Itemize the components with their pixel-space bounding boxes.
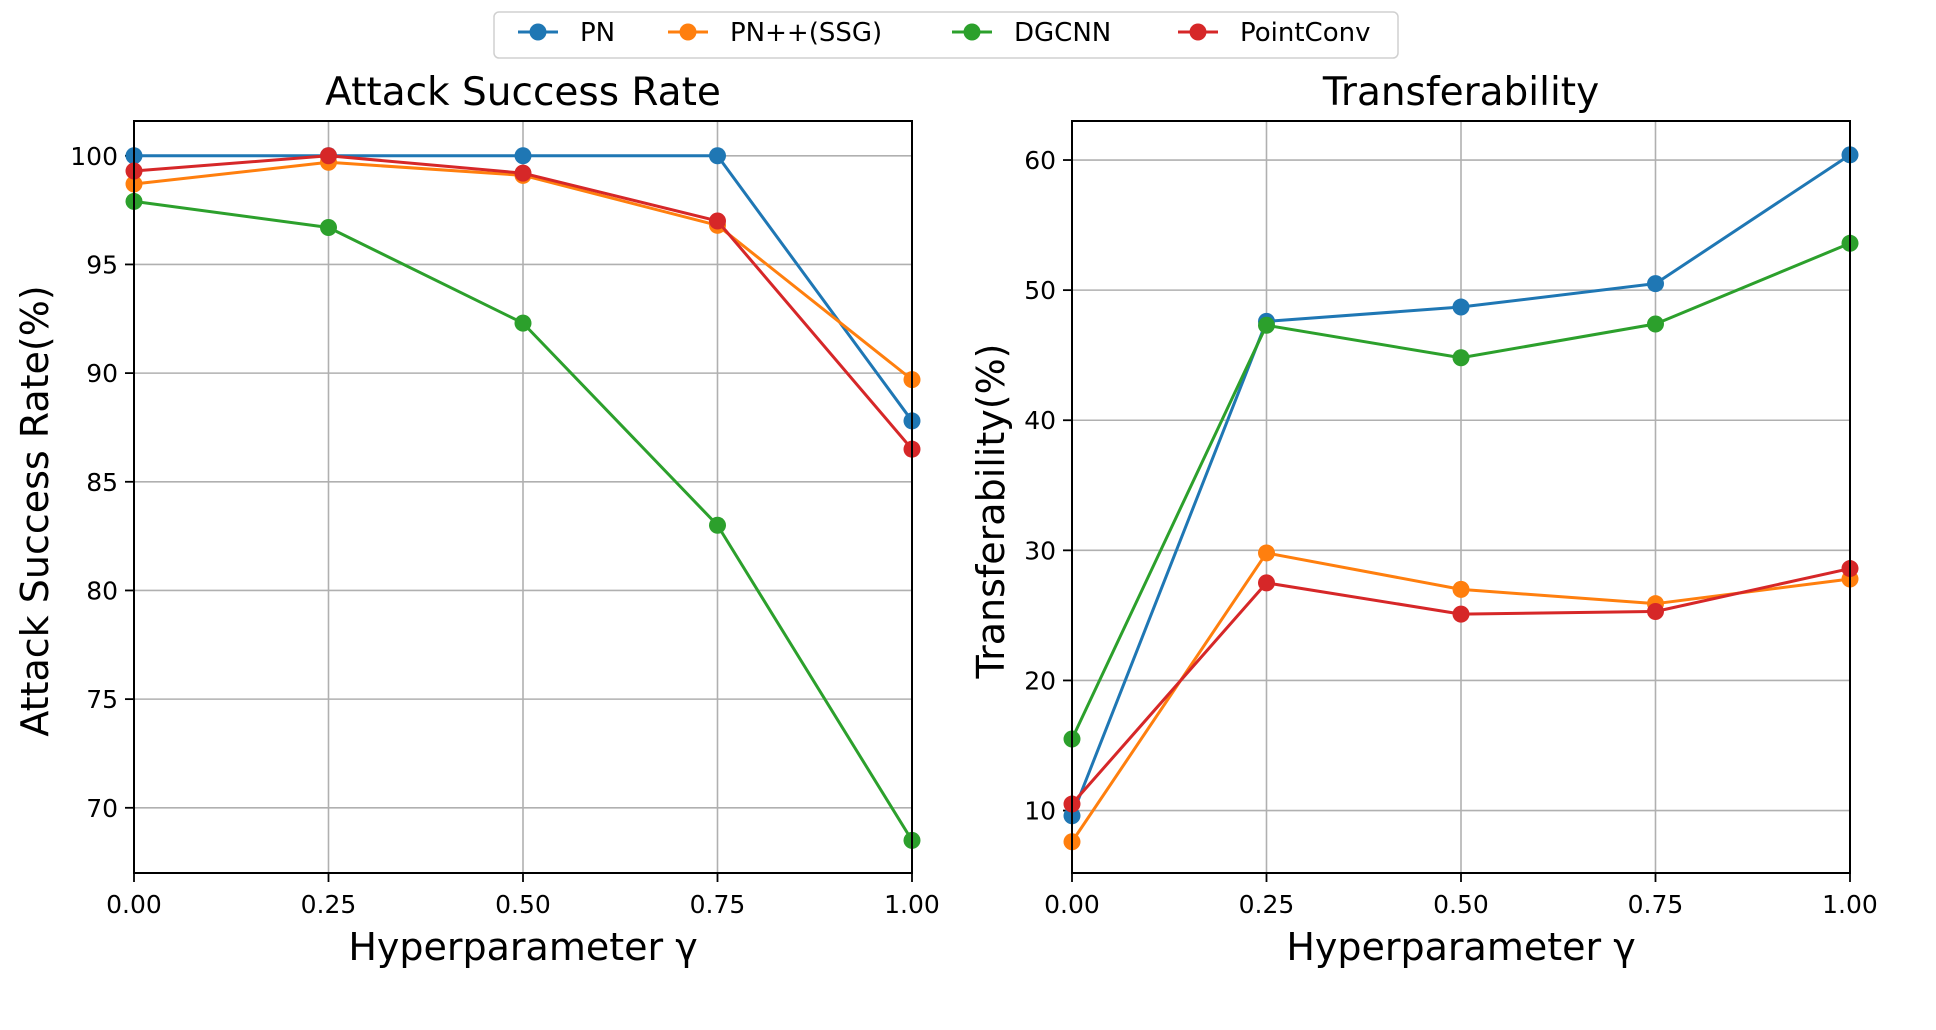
y-tick-label-100: 100 xyxy=(70,142,118,171)
y-tick-label-50: 50 xyxy=(1024,276,1056,305)
plot-frame xyxy=(133,120,913,874)
x-tick-label-3: 0.75 xyxy=(1628,890,1684,919)
y-axis-label: Attack Success Rate(%) xyxy=(13,285,57,736)
point-pn-3 xyxy=(709,147,726,165)
legend-label-dgcnn: DGCNN xyxy=(1014,18,1111,48)
y-tick-label-90: 90 xyxy=(86,359,118,388)
point-dgcnn-2 xyxy=(514,314,532,332)
y-tick-label-80: 80 xyxy=(86,576,118,605)
transferability-chart: 0.00 0.25 0.50 0.75 1.00 10 20 30 40 50 60 Transfer… xyxy=(969,70,1878,969)
x-tick-label-1: 0.25 xyxy=(1239,890,1295,919)
chart-title: Attack Success Rate xyxy=(325,70,721,115)
x-tick-label-0: 0.00 xyxy=(106,890,162,919)
grid xyxy=(133,121,913,873)
point-pointconv-3 xyxy=(1647,602,1664,620)
point-pn-2 xyxy=(514,147,532,165)
plot-frame xyxy=(1071,120,1851,874)
series-pointconv xyxy=(125,147,921,458)
point-pointconv-1 xyxy=(1258,574,1275,592)
point-pn-2 xyxy=(1452,298,1470,316)
x-tick-label-2: 0.50 xyxy=(1433,890,1489,919)
point-pointconv-1 xyxy=(320,147,337,165)
y-tick-label-20: 20 xyxy=(1024,666,1056,695)
point-pointconv-2 xyxy=(1452,605,1470,623)
chart-title: Transferability xyxy=(1322,70,1599,115)
y-tick-label-75: 75 xyxy=(86,685,118,714)
legend-entry-pn: PN xyxy=(518,18,615,48)
legend-label-pointconv: PointConv xyxy=(1240,18,1370,48)
point-dgcnn-3 xyxy=(1647,315,1664,333)
legend-marker-pn-ssg xyxy=(679,23,697,41)
y-tick-label-10: 10 xyxy=(1024,797,1056,826)
legend-entry-pointconv: PointConv xyxy=(1178,18,1370,48)
y-tick-label-60: 60 xyxy=(1024,146,1056,175)
x-tick-label-2: 0.50 xyxy=(495,890,551,919)
y-axis-label: Transferability(%) xyxy=(969,343,1013,679)
point-pn-ssg-1 xyxy=(1258,544,1275,562)
legend-marker-pointconv xyxy=(1189,23,1207,41)
x-axis-label: Hyperparameter γ xyxy=(348,925,697,969)
x-axis-label: Hyperparameter γ xyxy=(1286,925,1635,969)
legend-frame xyxy=(493,11,1399,59)
y-tick-label-30: 30 xyxy=(1024,536,1056,565)
legend-entry-pn-ssg: PN++(SSG) xyxy=(668,18,882,48)
x-tick-label-4: 1.00 xyxy=(884,890,940,919)
y-tick-label-95: 95 xyxy=(86,250,118,279)
x-tick-label-3: 0.75 xyxy=(690,890,746,919)
legend-label-pn: PN xyxy=(580,18,615,48)
series-pointconv xyxy=(1063,560,1859,813)
x-tick-label-4: 1.00 xyxy=(1822,890,1878,919)
x-tick-label-1: 0.25 xyxy=(301,890,357,919)
y-tick-label-85: 85 xyxy=(86,468,118,497)
series-dgcnn xyxy=(1063,234,1859,748)
legend-marker-dgcnn xyxy=(963,23,981,41)
attack-success-rate-chart: 0.00 0.25 0.50 0.75 1.00 70 75 80 85 90 95 100 Attac… xyxy=(13,70,940,969)
y-tick-label-70: 70 xyxy=(86,794,118,823)
point-dgcnn-3 xyxy=(709,516,726,534)
point-dgcnn-1 xyxy=(320,218,337,236)
x-tick-label-0: 0.00 xyxy=(1044,890,1100,919)
point-pointconv-2 xyxy=(514,164,532,182)
point-pn-ssg-2 xyxy=(1452,580,1470,598)
legend-entry-dgcnn: DGCNN xyxy=(952,18,1111,48)
legend-marker-pn xyxy=(529,23,547,41)
legend: PN PN++(SSG) DGCNN PointConv xyxy=(493,11,1399,59)
point-pointconv-3 xyxy=(709,212,726,230)
series-pn xyxy=(1063,146,1859,825)
series-dgcnn xyxy=(125,192,921,849)
legend-label-pn-ssg: PN++(SSG) xyxy=(730,18,882,48)
point-pn-3 xyxy=(1647,275,1664,293)
point-dgcnn-1 xyxy=(1258,316,1275,334)
point-dgcnn-2 xyxy=(1452,349,1470,367)
y-tick-label-40: 40 xyxy=(1024,406,1056,435)
